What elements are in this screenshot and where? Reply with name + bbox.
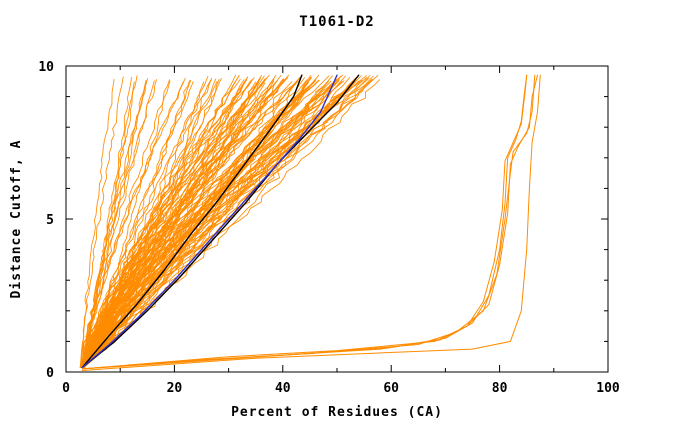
curves-layer	[79, 74, 541, 371]
y-axis-label: Distance Cutoff, A	[9, 140, 24, 299]
y-tick-label: 10	[38, 60, 54, 75]
y-tick-label: 5	[46, 213, 54, 228]
x-tick-label: 0	[62, 381, 70, 396]
x-tick-label: 80	[492, 381, 508, 396]
x-tick-label: 100	[596, 381, 620, 396]
x-tick-label: 20	[167, 381, 183, 396]
x-tick-label: 60	[383, 381, 399, 396]
x-tick-label: 40	[275, 381, 291, 396]
y-tick-label: 0	[46, 366, 54, 381]
chart-title: T1061-D2	[299, 14, 374, 30]
axes-layer: 0 20 40 60 80 100 0 5 10	[38, 60, 620, 396]
x-axis-label: Percent of Residues (CA)	[231, 405, 443, 420]
